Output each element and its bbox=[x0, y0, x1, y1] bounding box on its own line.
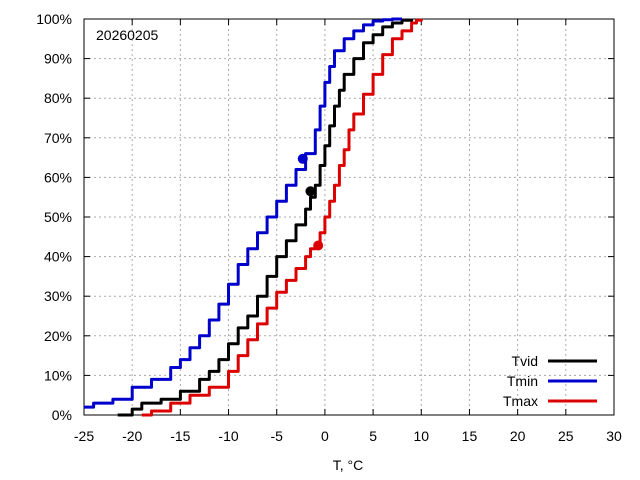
x-tick-label: 0 bbox=[321, 428, 329, 444]
y-tick-label: 70% bbox=[44, 130, 72, 146]
x-tick-label: -10 bbox=[218, 428, 238, 444]
x-tick-label: -15 bbox=[170, 428, 190, 444]
y-tick-label: 90% bbox=[44, 51, 72, 67]
legend-label-tmax: Tmax bbox=[503, 393, 538, 409]
x-tick-label: -25 bbox=[74, 428, 94, 444]
series-line-tmin bbox=[84, 17, 402, 409]
x-tick-label: -20 bbox=[122, 428, 142, 444]
y-tick-label: 80% bbox=[44, 90, 72, 106]
annotation-label: 20260205 bbox=[96, 27, 159, 43]
legend: Tvid Tmin Tmax bbox=[503, 353, 597, 409]
series-group bbox=[84, 17, 423, 417]
legend-label-tvid: Tvid bbox=[512, 353, 538, 369]
x-tick-label: 30 bbox=[606, 428, 622, 444]
x-tick-label: 15 bbox=[462, 428, 478, 444]
series-line-tvid bbox=[117, 18, 414, 417]
x-tick-label: 10 bbox=[413, 428, 429, 444]
axis-ticks: -25 -20 -15 -10 -5 0 5 10 15 20 25 30 0% 10% 20% 30% 40%… bbox=[36, 11, 622, 444]
legend-label-tmin: Tmin bbox=[507, 373, 538, 389]
y-tick-label: 40% bbox=[44, 249, 72, 265]
x-axis-label: T, °C bbox=[333, 457, 364, 473]
grid-lines bbox=[84, 19, 614, 415]
y-tick-label: 10% bbox=[44, 367, 72, 383]
series-marker-tmin bbox=[297, 153, 308, 164]
y-tick-label: 50% bbox=[44, 209, 72, 225]
y-tick-label: 60% bbox=[44, 169, 72, 185]
y-tick-label: 20% bbox=[44, 328, 72, 344]
x-tick-label: -5 bbox=[271, 428, 284, 444]
series-marker-tmax bbox=[313, 240, 324, 251]
x-tick-label: 5 bbox=[369, 428, 377, 444]
y-tick-label: 30% bbox=[44, 288, 72, 304]
x-tick-label: 25 bbox=[558, 428, 574, 444]
y-tick-label: 100% bbox=[36, 11, 72, 27]
series-marker-tvid bbox=[305, 186, 316, 197]
x-tick-label: 20 bbox=[510, 428, 526, 444]
y-tick-label: 0% bbox=[52, 407, 72, 423]
